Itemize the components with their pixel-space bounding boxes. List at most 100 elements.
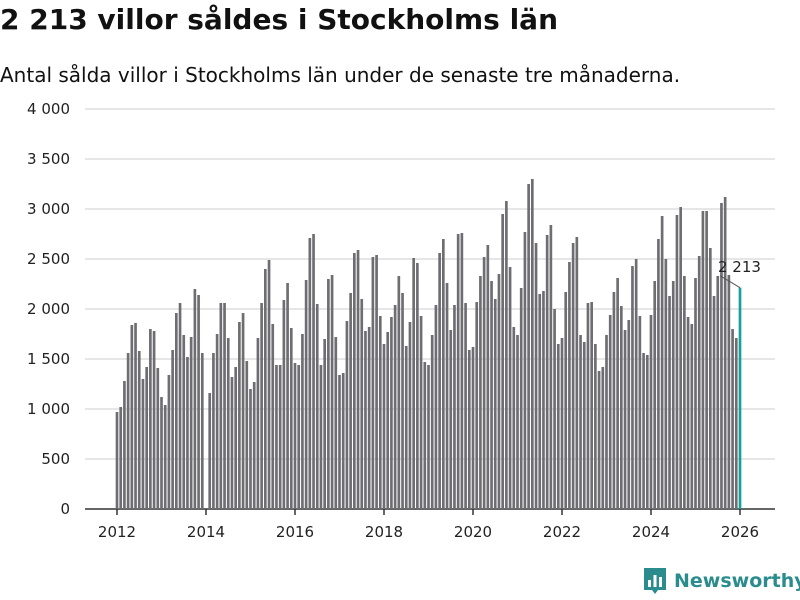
bar [204,508,208,509]
bar [375,255,378,509]
bar [430,335,434,509]
bar [186,357,189,509]
bar [690,324,694,509]
y-tick-label: 1 000 [27,400,70,418]
bar [249,389,252,509]
bar [627,320,631,509]
bar [275,365,278,509]
bar [408,322,412,509]
bar [174,313,178,509]
bar [456,234,460,509]
bar [530,179,534,509]
bar [301,334,304,509]
bar [501,214,505,509]
bar [115,412,119,509]
bar [137,351,141,509]
bar [256,338,260,509]
bar [471,347,475,509]
bar [241,313,245,509]
bar [360,299,364,509]
bar [590,302,594,509]
bar [223,303,226,509]
bar [631,266,634,509]
bar [200,353,204,509]
highlight-label: 2 213 [718,258,761,276]
bar [594,344,597,509]
bar [597,371,601,509]
bar [482,257,486,509]
bar [642,353,645,509]
bar [441,239,445,509]
bar [163,405,167,509]
bar [393,305,397,509]
bar [660,216,664,509]
bar [178,303,182,509]
bar [208,393,212,509]
bar [582,342,586,509]
bar [579,335,582,509]
bar [671,281,675,509]
bar [560,338,564,509]
bar [701,211,705,509]
bar [160,397,163,509]
x-tick-label: 2016 [276,523,314,541]
bar [412,258,416,509]
bar [263,269,267,509]
bar [434,305,438,509]
bar [438,253,441,509]
bar [549,225,553,509]
bar [234,367,238,509]
bar [308,238,312,509]
x-tick-label: 2024 [632,523,670,541]
bar [467,350,471,509]
bar [345,321,349,509]
y-tick-label: 3 500 [27,150,70,168]
bar [568,262,571,509]
bar [519,288,523,509]
bar [334,337,338,509]
bar [341,373,345,509]
bar [145,367,149,509]
bar [304,280,308,509]
bar [653,281,657,509]
bar [675,215,679,509]
bar [490,281,493,509]
bar [657,239,660,509]
x-tick-label: 2026 [721,523,759,541]
bar [571,243,575,509]
bar [338,375,341,509]
bar [212,353,215,509]
bar [605,335,608,509]
bar [727,275,731,509]
bar [119,407,123,509]
annotations: 2 213 [718,258,761,289]
bar [126,353,130,509]
bar [171,350,174,509]
bar [286,283,289,509]
x-axis: 2012 2014 2016 2018 2020 2022 2024 2026 [98,509,759,541]
bar [390,317,393,509]
bar [293,363,297,509]
bar [371,257,375,509]
bar [679,207,683,509]
bar [356,250,360,509]
bar [219,303,223,509]
bar [638,316,642,509]
bar [460,233,464,509]
y-tick-label: 3 000 [27,200,70,218]
bar [278,365,282,509]
bar [319,365,323,509]
bar [149,329,152,509]
bar [349,293,352,509]
bar [616,278,619,509]
bar [427,365,430,509]
bar [386,332,390,509]
bar [423,362,427,509]
x-tick-label: 2012 [98,523,136,541]
bar [734,338,738,509]
bar [141,379,145,509]
bar [449,330,453,509]
bar [645,355,649,509]
bar [475,302,479,509]
bar [516,335,519,509]
